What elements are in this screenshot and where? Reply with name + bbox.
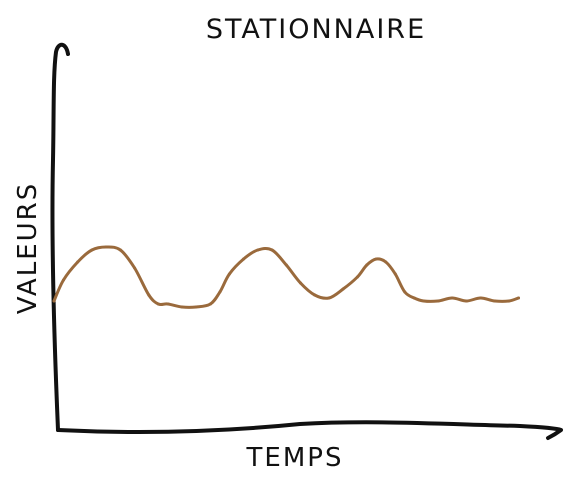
series-point (464, 299, 468, 303)
series-point (313, 293, 317, 297)
series-point (422, 299, 426, 303)
series-point (90, 248, 94, 252)
series-point (365, 263, 369, 267)
series-point (166, 302, 170, 306)
series-point (355, 275, 359, 279)
y-axis (50, 42, 70, 432)
series-point (194, 305, 198, 309)
series-point (393, 272, 397, 276)
series-point (341, 287, 345, 291)
series-point (327, 296, 331, 300)
series-point (208, 302, 212, 306)
series-point (242, 257, 246, 261)
series-point (256, 248, 260, 252)
series-point (62, 278, 65, 282)
series-point (147, 293, 151, 297)
series-point (270, 248, 274, 252)
series-point (76, 260, 80, 264)
series-point (507, 299, 511, 303)
x-axis-label: TEMPS (246, 443, 344, 473)
chart-title: STATIONNAIRE (206, 14, 426, 45)
series-point (284, 263, 288, 267)
series-point (227, 272, 231, 276)
series-point (517, 296, 520, 300)
series-point (436, 299, 440, 303)
series-point (118, 248, 122, 252)
series-point (384, 260, 388, 264)
series-point (403, 290, 407, 294)
axes (50, 42, 563, 440)
series-point (180, 305, 184, 309)
series-point (450, 296, 454, 300)
series-point (412, 296, 416, 300)
series-point (479, 296, 483, 300)
y-axis-label: VALEURS (13, 182, 43, 314)
series-point (218, 290, 222, 294)
series-point (374, 257, 378, 261)
series-group (52, 245, 520, 309)
series-point (493, 299, 497, 303)
series-point (52, 299, 56, 303)
series-point (133, 266, 137, 270)
series-line-1 (52, 245, 520, 309)
series-point (299, 281, 302, 285)
x-axis (56, 420, 563, 440)
series-point (156, 302, 160, 306)
series-point (104, 245, 108, 249)
